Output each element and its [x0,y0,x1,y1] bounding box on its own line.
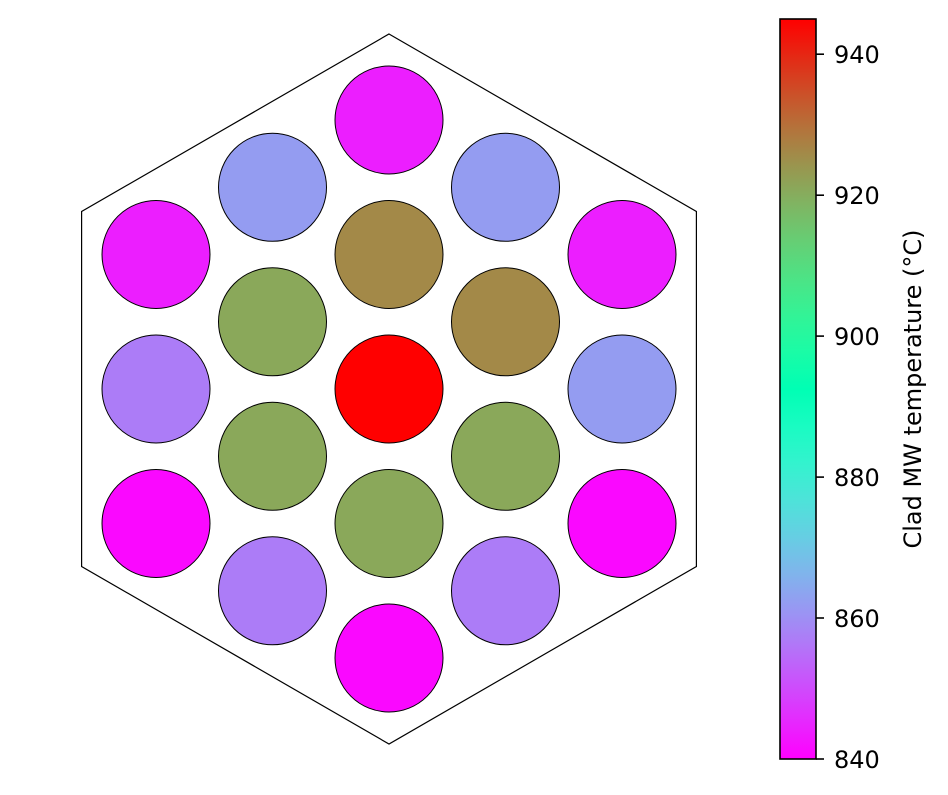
pin-ring2-bottom [334,603,444,713]
pin-ring2-lower-right-corner [567,469,677,578]
pin-ring2-left-mid [101,334,211,444]
colorbar-gradient [779,18,817,760]
pin-ring1-lower-left [218,401,327,511]
pin-ring1-upper-left [218,267,327,377]
hex-assembly-boundary [80,33,698,745]
pin-ring2-right-mid [567,334,677,444]
colorbar: 840 860 880 900 920 940 Clad MW temperature (… [779,18,927,774]
colorbar-tick-label-900: 900 [834,323,880,351]
pin-ring2-bottom-right-mid [451,536,560,646]
pin-ring2-upper-left-corner [101,200,211,309]
hex-assembly [80,33,698,745]
pin-ring2-top-right-mid [451,132,560,242]
colorbar-tick-label-880: 880 [834,464,880,492]
pin-ring1-top [334,200,444,309]
colorbar-tick-label-840: 840 [834,746,880,774]
colorbar-label: Clad MW temperature (°C) [899,229,927,548]
pin-ring2-lower-left-corner [101,469,211,578]
colorbar-tick-label-940: 940 [834,41,880,69]
pin-ring2-top [334,65,444,175]
pin-ring1-upper-right [451,267,560,377]
pin-ring0-center [334,334,444,444]
pin-ring2-top-left-mid [218,132,327,242]
pin-ring2-bottom-left-mid [218,536,327,646]
colorbar-tick-label-860: 860 [834,605,880,633]
colorbar-tick-label-920: 920 [834,182,880,210]
pin-ring2-upper-right-corner [567,200,677,309]
pin-ring1-bottom [334,469,444,578]
fuel-pins [101,65,677,713]
pin-ring1-lower-right [451,401,560,511]
colorbar-ticks: 840 860 880 900 920 940 [816,41,880,774]
